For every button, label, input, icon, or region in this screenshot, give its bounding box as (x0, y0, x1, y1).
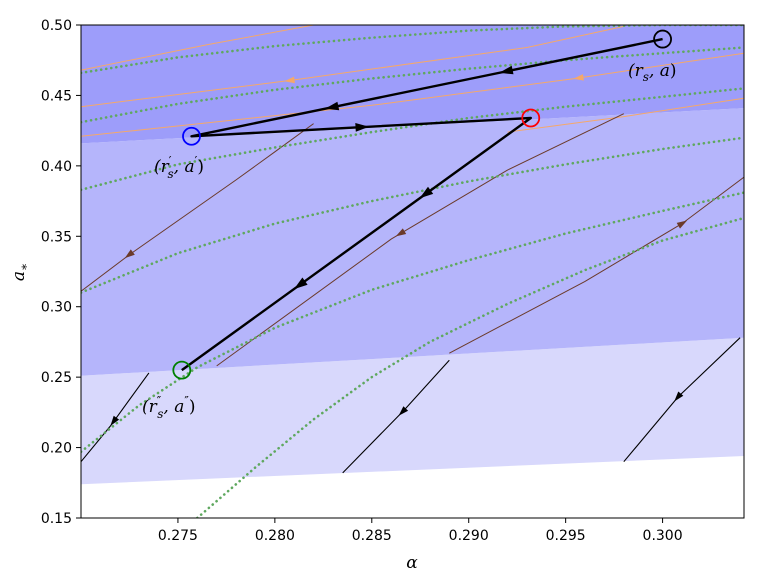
trajectory-arrow-4 (419, 186, 434, 199)
region-dark (81, 25, 744, 144)
trajectory-arrow-1 (499, 65, 514, 75)
trajectory-arrow-2 (325, 101, 340, 111)
y-tick-label-8: 0.50 (41, 18, 72, 34)
y-tick-label-3: 0.25 (41, 370, 72, 386)
state-marker-1 (653, 29, 672, 49)
x-axis-label: α (406, 553, 418, 573)
plot-frame (80, 24, 745, 519)
flow-line-2 (81, 25, 624, 108)
flow-arrow-3-1 (573, 74, 584, 81)
region-light (81, 337, 744, 485)
flow-arrow-10-1 (674, 391, 684, 402)
flow-arrow-7-1 (676, 220, 688, 229)
x-tick-label-4: 0.290 (449, 528, 489, 544)
y-tick-label-6: 0.40 (41, 159, 72, 175)
flow-line-6 (216, 113, 625, 367)
flow-line-5 (81, 123, 314, 292)
dotted-curve-6 (196, 216, 744, 518)
x-tick-label-5: 0.295 (546, 528, 586, 544)
dotted-curve-4 (81, 136, 744, 294)
dotted-curve-5 (81, 191, 744, 454)
y-tick-label-4: 0.30 (41, 300, 72, 316)
state-marker-4 (172, 360, 192, 380)
flow-arrow-6-1 (395, 228, 407, 237)
y-tick-label-2: 0.20 (41, 441, 72, 457)
label-state-r-s-a: (rs, a) (628, 61, 677, 84)
y-tick-label-1: 0.15 (41, 511, 72, 527)
label-state-r-s-double-prime: (r″ s, a″) (142, 394, 196, 421)
x-tick-label-3: 0.285 (352, 528, 392, 544)
y-tick-label-7: 0.45 (41, 88, 72, 104)
x-tick-label-6: 0.300 (643, 528, 683, 544)
flow-line-8 (81, 372, 150, 463)
dotted-curve-1 (81, 25, 744, 75)
label-state-r-s-prime: (r′ s, a′) (154, 154, 204, 181)
point-annotations: (rs, a) (r′ s, a′) (r″ s, a″) (142, 61, 677, 421)
state-marker-3 (521, 108, 541, 128)
flow-arrow-2-1 (284, 76, 295, 84)
y-axis-label: a∗ (9, 263, 31, 281)
trajectory-arrow-5 (294, 277, 308, 290)
flow-arrow-5-1 (124, 249, 135, 259)
flow-line-1 (81, 25, 314, 71)
dotted-curve-2 (81, 46, 744, 124)
flow-arrow-9-1 (398, 406, 409, 416)
trajectory-arrow-3 (355, 123, 370, 132)
region-mid (81, 108, 744, 376)
plot-area (81, 25, 744, 518)
x-tick-label-1: 0.275 (158, 528, 198, 544)
flow-line-3 (81, 52, 744, 137)
x-tick-label-2: 0.280 (255, 528, 295, 544)
state-marker-2 (182, 126, 201, 146)
flow-line-4 (507, 97, 744, 133)
flow-arrow-8-1 (110, 415, 120, 426)
axis-ticks: 0.275 0.280 0.285 0.290 0.295 0.300 0.15 0.20 0.… (41, 18, 683, 544)
y-tick-label-5: 0.35 (41, 229, 72, 245)
